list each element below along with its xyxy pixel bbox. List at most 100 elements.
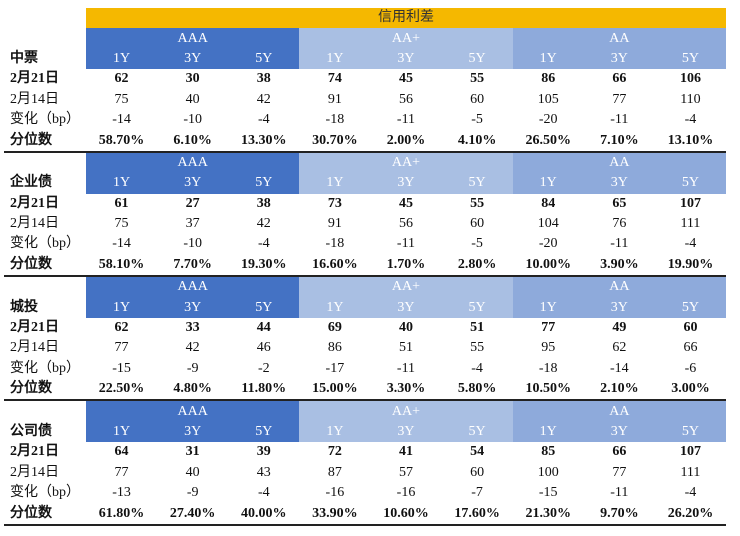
- data-cell: 62: [114, 320, 129, 336]
- data-cell: 66: [612, 444, 627, 460]
- data-cell: 75: [114, 216, 129, 232]
- section-name: 中票: [10, 50, 38, 66]
- data-cell: -10: [183, 236, 202, 252]
- row-label: 变化（bp）: [10, 112, 80, 128]
- tenor-header: 1Y: [299, 48, 371, 70]
- rating-header-row: AAA AA+ AA: [4, 28, 726, 49]
- data-cell: 38: [256, 195, 271, 211]
- data-cell: 31: [185, 444, 200, 460]
- tenor-header: 1Y: [86, 173, 158, 194]
- tenor-header: 1Y: [299, 297, 371, 318]
- data-cell: 84: [541, 195, 556, 211]
- data-cell: 45: [398, 71, 413, 87]
- data-cell: 21.30%: [512, 503, 584, 526]
- tenor-header: 5Y: [441, 173, 513, 194]
- data-cell: 51: [398, 340, 413, 356]
- data-cell: 76: [612, 216, 627, 232]
- row-label: 2月21日: [10, 71, 59, 87]
- data-cell: -14: [112, 112, 131, 128]
- data-cell: -11: [610, 112, 629, 128]
- data-cell: 2.80%: [441, 254, 513, 278]
- data-row: 2月14日 75 37 42 91 56 60 104 76 111: [4, 214, 726, 234]
- data-cell: 77: [612, 91, 627, 107]
- data-cell: 11.80%: [228, 379, 300, 402]
- data-cell: 10.00%: [512, 254, 584, 278]
- tenor-header: 5Y: [441, 421, 513, 443]
- tenor-header: 3Y: [370, 421, 442, 443]
- data-cell: 17.60%: [441, 503, 513, 526]
- data-cell: -14: [112, 236, 131, 252]
- data-cell: -9: [186, 360, 199, 376]
- row-label: 变化（bp）: [10, 360, 80, 376]
- data-cell: 60: [470, 216, 485, 232]
- section-name: 城投: [10, 299, 38, 315]
- data-cell: 64: [114, 444, 129, 460]
- data-cell: 61: [114, 195, 129, 211]
- tenor-header: 1Y: [299, 173, 371, 194]
- tenor-header: 5Y: [654, 173, 726, 194]
- data-cell: 91: [327, 91, 342, 107]
- data-cell: 104: [537, 216, 559, 232]
- data-cell: -14: [609, 360, 629, 376]
- data-cell: 60: [683, 320, 698, 336]
- data-cell: 9.70%: [583, 503, 655, 526]
- data-cell: -18: [538, 360, 558, 376]
- data-cell: -5: [471, 112, 483, 128]
- credit-spread-table: 信用利差 AAA AA+ AA 中票 1Y 3Y 5Y 1Y 3Y 5Y 1Y 3Y 5Y 2月21日 62…: [4, 8, 726, 526]
- data-cell: 107: [679, 444, 701, 460]
- data-cell: 106: [679, 71, 701, 87]
- data-cell: 85: [541, 444, 556, 460]
- data-cell: 39: [256, 444, 271, 460]
- data-cell: 40: [185, 91, 200, 107]
- data-cell: -18: [325, 236, 345, 252]
- data-cell: -5: [471, 236, 483, 252]
- section-header-blank: [4, 151, 86, 174]
- data-cell: 87: [327, 464, 342, 480]
- tenor-header: 5Y: [441, 48, 513, 70]
- data-cell: 2.10%: [583, 379, 655, 402]
- row-label: 分位数: [4, 379, 86, 402]
- data-cell: 73: [327, 195, 342, 211]
- table-title: 信用利差: [86, 8, 726, 29]
- data-cell: 69: [327, 320, 342, 336]
- data-cell: 66: [683, 340, 698, 356]
- section-name: 公司债: [10, 424, 52, 439]
- rating-group-header: AA: [512, 151, 726, 174]
- data-cell: -16: [325, 485, 345, 501]
- data-cell: 56: [398, 91, 413, 107]
- data-cell: 43: [256, 464, 271, 480]
- data-cell: 42: [256, 216, 271, 232]
- data-cell: 95: [541, 340, 556, 356]
- tenor-header: 3Y: [157, 421, 229, 443]
- rating-group-header: AA: [512, 276, 726, 298]
- data-cell: 55: [470, 71, 485, 87]
- data-cell: -15: [112, 360, 131, 376]
- data-row: 变化（bp） -13 -9 -4 -16 -16 -7 -15 -11 -4: [4, 483, 726, 503]
- section-header-blank: [4, 400, 86, 422]
- tenor-header: 5Y: [654, 48, 726, 70]
- data-cell: -11: [610, 485, 629, 501]
- data-cell: 44: [256, 320, 271, 336]
- data-cell: 105: [537, 91, 559, 107]
- data-cell: 62: [612, 340, 627, 356]
- data-cell: 26.20%: [654, 503, 726, 526]
- row-label: 2月21日: [10, 195, 59, 211]
- data-cell: 33: [185, 320, 200, 336]
- data-cell: 15.00%: [299, 379, 371, 402]
- data-row: 2月14日 77 40 43 87 57 60 100 77 111: [4, 463, 726, 483]
- tenor-header: 3Y: [583, 48, 655, 70]
- data-cell: 61.80%: [86, 503, 158, 526]
- data-cell: 65: [612, 195, 627, 211]
- title-row: 信用利差: [4, 8, 726, 29]
- data-cell: -11: [396, 236, 416, 252]
- data-cell: 54: [470, 444, 485, 460]
- data-cell: -4: [684, 112, 697, 128]
- data-cell: -2: [257, 360, 270, 376]
- data-cell: -17: [325, 360, 345, 376]
- tenor-header: 3Y: [157, 173, 229, 194]
- data-cell: 19.90%: [654, 254, 726, 278]
- data-row: 2月21日 61 27 38 73 45 55 84 65 107: [4, 194, 726, 214]
- data-row: 2月14日 77 42 46 86 51 55 95 62 66: [4, 338, 726, 358]
- data-cell: 45: [398, 195, 413, 211]
- data-cell: 42: [185, 340, 200, 356]
